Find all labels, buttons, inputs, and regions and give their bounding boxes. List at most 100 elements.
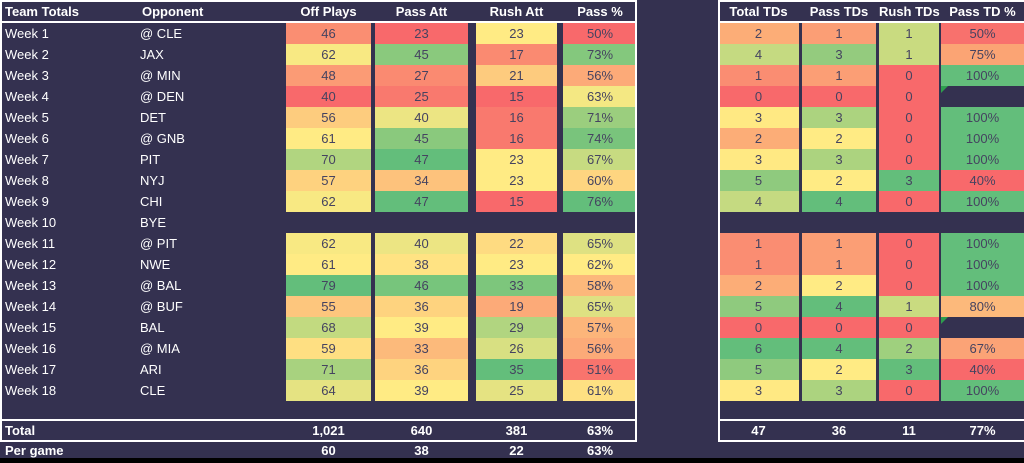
pass-pct-cell[interactable]: 50% [563, 23, 637, 44]
pass-pct-cell[interactable]: 76% [563, 191, 637, 212]
header-pass-att[interactable]: Pass Att [395, 4, 448, 19]
opponent-cell[interactable]: @ MIN [140, 68, 181, 83]
pass-pct-cell[interactable]: 56% [563, 65, 637, 86]
off-plays-cell[interactable]: 57 [286, 170, 371, 191]
pass-att-cell[interactable]: 46 [375, 275, 468, 296]
pass-tds-cell[interactable]: 3 [802, 149, 876, 170]
total-tds-cell[interactable]: 2 [718, 128, 799, 149]
pass-att-cell[interactable]: 39 [375, 380, 468, 401]
rush-tds-cell[interactable]: 2 [879, 338, 939, 359]
off-plays-cell[interactable]: 61 [286, 254, 371, 275]
rush-att-cell[interactable]: 23 [476, 170, 557, 191]
rush-tds-cell[interactable]: 0 [879, 149, 939, 170]
week-label[interactable]: Week 15 [5, 320, 57, 335]
total-tds-cell[interactable]: 4 [718, 44, 799, 65]
pass-att-cell[interactable]: 36 [375, 359, 468, 380]
off-plays-cell[interactable]: 61 [286, 128, 371, 149]
off-plays-cell[interactable]: 46 [286, 23, 371, 44]
total-tds-cell[interactable]: 2 [718, 275, 799, 296]
rush-tds-cell[interactable]: 0 [879, 86, 939, 107]
rush-tds-cell[interactable]: 0 [879, 128, 939, 149]
off-plays-cell[interactable]: 71 [286, 359, 371, 380]
header-pass-pct[interactable]: Pass % [577, 4, 623, 19]
off-plays-cell[interactable]: 62 [286, 44, 371, 65]
pass-tds-cell[interactable]: 4 [802, 338, 876, 359]
total-tds-cell[interactable]: 4 [718, 191, 799, 212]
off-plays-cell[interactable]: 55 [286, 296, 371, 317]
pass-att-cell[interactable]: 45 [375, 128, 468, 149]
pass-pct-cell[interactable]: 51% [563, 359, 637, 380]
per-game-pass-pct[interactable]: 63% [586, 443, 614, 458]
rush-att-cell[interactable]: 17 [476, 44, 557, 65]
total-tds-cell[interactable]: 5 [718, 296, 799, 317]
pass-att-cell[interactable]: 40 [375, 107, 468, 128]
pass-pct-cell[interactable]: 61% [563, 380, 637, 401]
rush-tds-cell[interactable]: 0 [879, 254, 939, 275]
pass-pct-cell[interactable]: 65% [563, 296, 637, 317]
pass-td-pct-cell[interactable] [941, 86, 1024, 107]
pass-td-pct-cell[interactable]: 100% [941, 191, 1024, 212]
rush-att-cell[interactable]: 33 [476, 275, 557, 296]
pass-td-pct-cell[interactable]: 100% [941, 233, 1024, 254]
total-pass-att[interactable]: 640 [410, 423, 433, 438]
total-tds-cell[interactable]: 6 [718, 338, 799, 359]
total-tds-cell[interactable]: 1 [718, 65, 799, 86]
pass-tds-cell[interactable]: 3 [802, 107, 876, 128]
pass-pct-cell[interactable]: 67% [563, 149, 637, 170]
rush-att-cell[interactable]: 21 [476, 65, 557, 86]
total-tds-cell[interactable]: 0 [718, 317, 799, 338]
week-label[interactable]: Week 4 [5, 89, 49, 104]
pass-att-cell[interactable]: 45 [375, 44, 468, 65]
rush-tds-cell[interactable]: 0 [879, 233, 939, 254]
off-plays-cell[interactable]: 62 [286, 191, 371, 212]
pass-pct-cell[interactable]: 57% [563, 317, 637, 338]
pass-pct-cell[interactable]: 63% [563, 86, 637, 107]
per-game-rush-att[interactable]: 22 [509, 443, 524, 458]
rush-att-cell[interactable]: 15 [476, 86, 557, 107]
rush-att-cell[interactable]: 35 [476, 359, 557, 380]
pass-tds-cell[interactable]: 2 [802, 359, 876, 380]
pass-td-pct-cell[interactable]: 100% [941, 107, 1024, 128]
week-label[interactable]: Week 3 [5, 68, 49, 83]
rush-att-cell[interactable]: 15 [476, 191, 557, 212]
pass-pct-cell[interactable]: 62% [563, 254, 637, 275]
off-plays-cell[interactable]: 62 [286, 233, 371, 254]
week-label[interactable]: Week 13 [5, 278, 57, 293]
header-off-plays[interactable]: Off Plays [300, 4, 357, 19]
total-tds-cell[interactable]: 5 [718, 170, 799, 191]
header-total-tds[interactable]: Total TDs [729, 4, 788, 19]
total-tds-cell[interactable]: 0 [718, 86, 799, 107]
per-game-off-plays[interactable]: 60 [321, 443, 336, 458]
off-plays-cell[interactable]: 64 [286, 380, 371, 401]
week-label[interactable]: Week 12 [5, 257, 57, 272]
header-opponent[interactable]: Opponent [142, 4, 204, 19]
pass-att-cell[interactable]: 36 [375, 296, 468, 317]
rush-tds-cell[interactable]: 0 [879, 275, 939, 296]
off-plays-cell[interactable]: 70 [286, 149, 371, 170]
off-plays-cell[interactable]: 40 [286, 86, 371, 107]
rush-att-cell[interactable]: 29 [476, 317, 557, 338]
week-label[interactable]: Week 9 [5, 194, 49, 209]
pass-tds-cell[interactable]: 0 [802, 317, 876, 338]
pass-td-pct-cell[interactable]: 75% [941, 44, 1024, 65]
pass-td-pct-cell[interactable]: 100% [941, 128, 1024, 149]
rush-tds-cell[interactable]: 0 [879, 191, 939, 212]
rush-att-cell[interactable]: 16 [476, 128, 557, 149]
header-team-totals[interactable]: Team Totals [5, 4, 79, 19]
pass-tds-cell[interactable]: 1 [802, 254, 876, 275]
rush-tds-cell[interactable]: 0 [879, 65, 939, 86]
pass-pct-cell[interactable]: 58% [563, 275, 637, 296]
week-label[interactable]: Week 10 [5, 215, 57, 230]
week-label[interactable]: Week 17 [5, 362, 57, 377]
pass-tds-cell[interactable]: 3 [802, 44, 876, 65]
opponent-cell[interactable]: @ DEN [140, 89, 185, 104]
pass-pct-cell[interactable]: 71% [563, 107, 637, 128]
week-label[interactable]: Week 16 [5, 341, 57, 356]
pass-att-cell[interactable]: 33 [375, 338, 468, 359]
pass-pct-cell[interactable]: 56% [563, 338, 637, 359]
pass-td-pct-cell[interactable]: 100% [941, 149, 1024, 170]
total-pass-pct[interactable]: 63% [586, 423, 614, 438]
pass-att-cell[interactable]: 27 [375, 65, 468, 86]
opponent-cell[interactable]: BYE [140, 215, 167, 230]
header-rush-att[interactable]: Rush Att [489, 4, 544, 19]
